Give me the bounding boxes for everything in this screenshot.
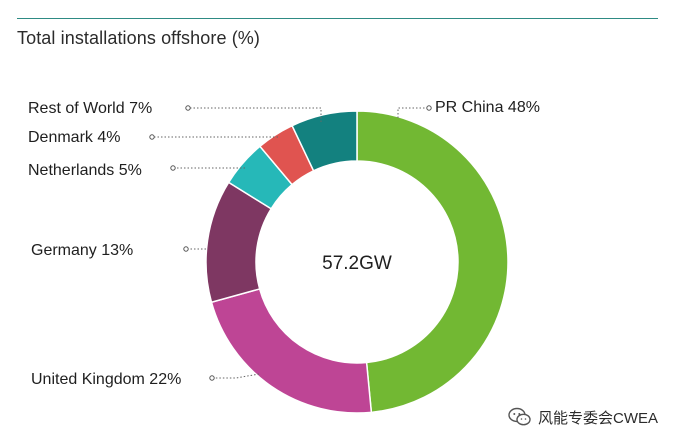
donut-slice-5 — [291, 110, 358, 172]
leader-line-5 — [188, 107, 322, 122]
leader-dot-4 — [149, 134, 155, 140]
wechat-icon — [508, 407, 531, 426]
donut-slice-1 — [210, 287, 373, 414]
slice-label-3: Netherlands 5% — [28, 162, 142, 179]
leader-dot-0 — [426, 105, 432, 111]
slice-label-5: Rest of World 7% — [28, 100, 152, 117]
leader-dot-5 — [185, 105, 191, 111]
leader-line-0 — [397, 107, 429, 118]
watermark: 风能专委会CWEA — [508, 404, 658, 430]
leader-line-1 — [212, 373, 260, 379]
center-total-label: 57.2GW — [322, 253, 392, 274]
donut-slice-0 — [356, 110, 509, 414]
chart-title: Total installations offshore (%) — [17, 28, 260, 48]
slice-label-2: Germany 13% — [31, 242, 133, 259]
leader-dot-2 — [183, 246, 189, 252]
slice-label-1: United Kingdom 22% — [31, 371, 181, 388]
leader-dot-1 — [209, 375, 215, 381]
slice-label-0: PR China 48% — [435, 99, 540, 116]
slice-label-4: Denmark 4% — [28, 129, 120, 146]
watermark-text: 风能专委会CWEA — [538, 409, 659, 427]
top-rule — [17, 18, 658, 19]
leader-dot-3 — [170, 165, 176, 171]
